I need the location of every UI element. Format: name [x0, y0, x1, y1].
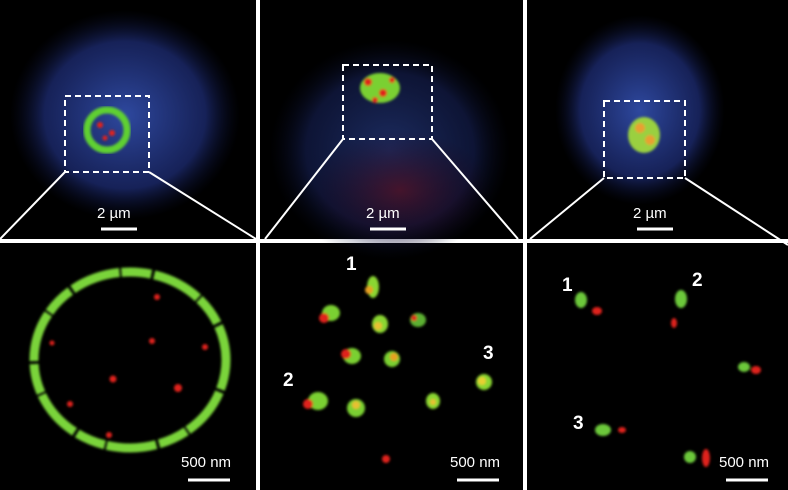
- red-haze: [310, 130, 490, 250]
- marker-label: 2: [692, 270, 703, 291]
- roi-boxes: [64, 64, 686, 179]
- scale-label: 500 nm: [450, 454, 501, 471]
- red-spots-1: [49, 294, 208, 438]
- marker-label: 3: [483, 343, 494, 364]
- marker-label: 1: [562, 275, 573, 296]
- marker-label: 2: [283, 370, 294, 391]
- nucleus-3: [555, 15, 725, 205]
- roi-ring: [83, 106, 131, 154]
- scale-label: 2 µm: [633, 205, 667, 222]
- spot-pairs-3: [575, 290, 761, 467]
- zoom-lines: [0, 138, 788, 246]
- marker-label: 1: [346, 254, 357, 275]
- scale-label: 2 µm: [366, 205, 400, 222]
- marker-label: 3: [573, 413, 584, 434]
- scale-label: 500 nm: [181, 454, 232, 471]
- spot-pairs-2: [303, 276, 492, 463]
- green-ring: [29, 267, 231, 453]
- scale-label: 500 nm: [719, 454, 770, 471]
- scale-label: 2 µm: [97, 205, 131, 222]
